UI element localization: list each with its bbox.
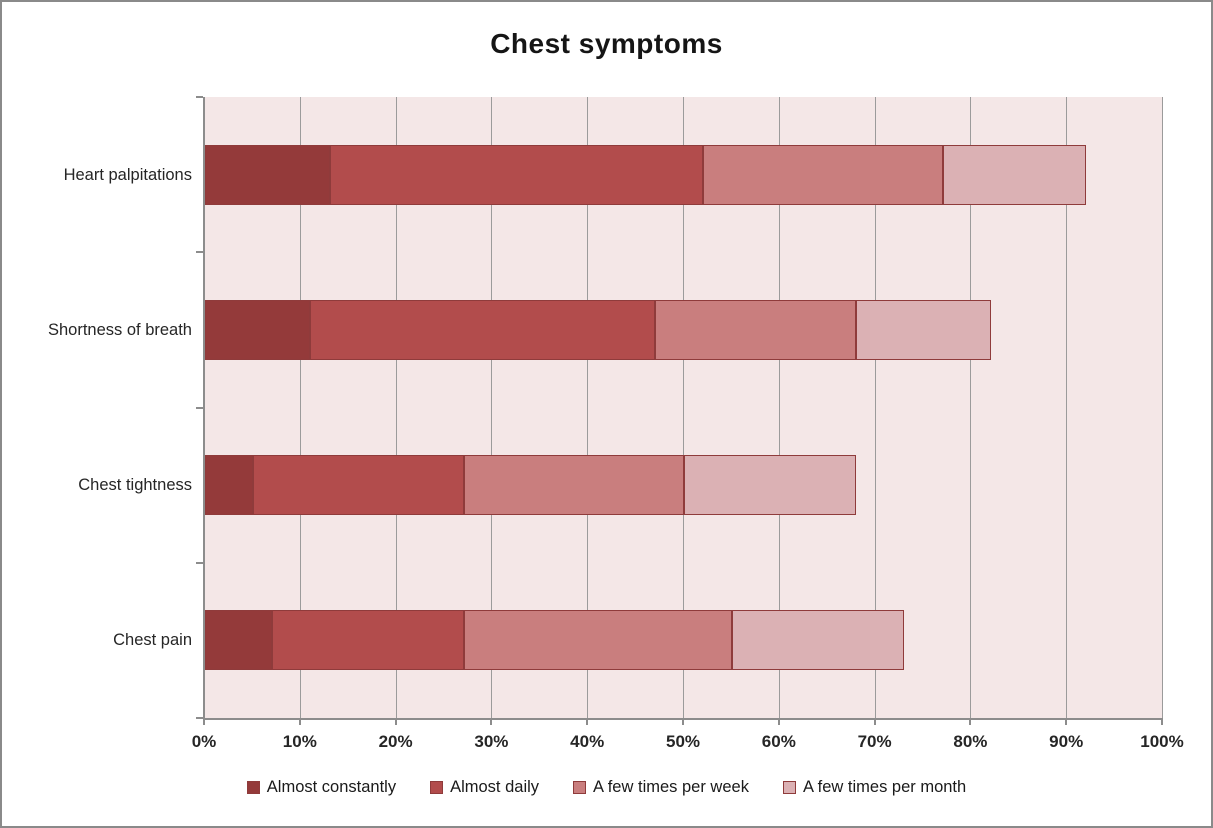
legend-swatch xyxy=(246,781,260,794)
bar-segment xyxy=(329,144,704,205)
category-label: Chest pain xyxy=(113,631,192,650)
legend-label: A few times per month xyxy=(802,778,967,796)
legend-item: Almost daily xyxy=(430,778,539,797)
gridline xyxy=(299,97,301,718)
bar-segment xyxy=(655,299,857,360)
bar-segment xyxy=(684,455,857,516)
legend-item: Almost constantly xyxy=(246,778,397,797)
x-axis-tick xyxy=(490,718,493,725)
x-axis-tick xyxy=(1161,718,1163,725)
bar-segment xyxy=(856,299,991,360)
category-label: Heart palpitations xyxy=(63,165,192,184)
x-axis-tick-label: 90% xyxy=(1049,732,1084,751)
x-axis-tick-label: 80% xyxy=(953,732,988,751)
y-axis-tick xyxy=(196,251,203,254)
bar-row xyxy=(205,299,1163,360)
gridline xyxy=(1066,97,1068,718)
y-axis-line xyxy=(203,97,205,720)
y-axis-tick xyxy=(196,717,203,719)
y-axis-tick xyxy=(196,561,203,564)
bar-segment xyxy=(252,455,464,516)
x-axis-tick xyxy=(873,718,876,725)
x-axis-tick xyxy=(298,718,301,725)
x-axis-tick xyxy=(1065,718,1068,725)
category-label: Shortness of breath xyxy=(47,320,192,339)
bar-row xyxy=(205,455,1163,516)
x-axis-tick xyxy=(682,718,684,725)
legend-item: A few times per month xyxy=(782,778,967,797)
plot-area xyxy=(205,97,1163,718)
y-axis-tick xyxy=(196,406,203,409)
gridline xyxy=(1162,97,1163,718)
x-axis-tick-label: 60% xyxy=(761,732,796,751)
x-axis-tick-label: 30% xyxy=(474,732,509,751)
x-axis-tick xyxy=(777,718,780,725)
category-label: Chest tightness xyxy=(78,476,192,495)
bar-segment xyxy=(731,610,905,671)
legend-swatch xyxy=(782,781,796,794)
bar-segment xyxy=(205,610,273,671)
y-axis-tick xyxy=(196,96,203,98)
x-axis-tick-label: 20% xyxy=(378,732,413,751)
bar-segment xyxy=(310,299,656,360)
legend: Almost constantly Almost daily A few times… xyxy=(2,778,1211,797)
x-axis-tick xyxy=(969,718,972,725)
bar-segment xyxy=(703,144,943,205)
bar-segment xyxy=(205,455,253,516)
x-axis-tick-label: 70% xyxy=(857,732,892,751)
legend-item: A few times per week xyxy=(573,778,749,797)
bar-segment xyxy=(205,299,311,360)
bar-segment xyxy=(463,610,732,671)
bar-segment xyxy=(205,144,330,205)
x-axis-tick-label: 10% xyxy=(282,732,317,751)
gridline xyxy=(491,97,493,718)
x-axis-tick xyxy=(394,718,397,725)
legend-swatch xyxy=(430,781,444,794)
x-axis-tick-label: 50% xyxy=(665,732,701,751)
chart-title: Chest symptoms xyxy=(490,28,723,59)
gridline xyxy=(778,97,780,718)
bar-segment xyxy=(942,144,1087,205)
legend-label: A few times per week xyxy=(593,778,749,796)
x-axis-tick-label: 40% xyxy=(570,732,605,751)
legend-swatch xyxy=(573,781,587,794)
bar-segment xyxy=(272,610,464,671)
gridline xyxy=(395,97,397,718)
gridline xyxy=(587,97,589,718)
x-axis-tick xyxy=(203,718,205,725)
x-axis-tick xyxy=(586,718,589,725)
bar-row xyxy=(205,610,1163,671)
bar-segment xyxy=(463,455,684,516)
x-axis-tick-label: 0% xyxy=(191,732,217,751)
gridline xyxy=(874,97,876,718)
gridline xyxy=(970,97,972,718)
legend-label: Almost constantly xyxy=(266,778,397,796)
x-axis-tick-label: 100% xyxy=(1140,732,1184,751)
gridline xyxy=(683,97,684,718)
legend-label: Almost daily xyxy=(450,778,540,796)
bar-row xyxy=(205,144,1163,205)
